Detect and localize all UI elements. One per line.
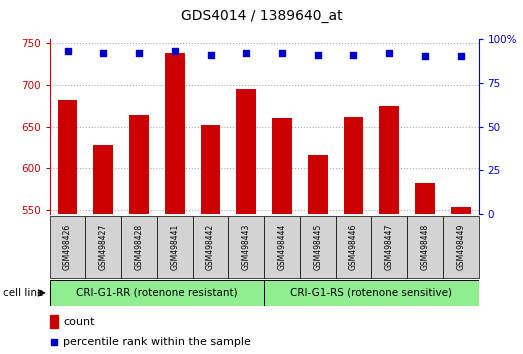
Text: GSM498446: GSM498446 — [349, 224, 358, 270]
Text: GSM498445: GSM498445 — [313, 224, 322, 270]
Bar — [236, 89, 256, 214]
Bar — [451, 207, 471, 214]
Text: count: count — [63, 318, 95, 327]
Bar — [300, 216, 336, 278]
Point — [50, 339, 58, 345]
Text: GSM498447: GSM498447 — [385, 224, 394, 270]
Point — [313, 52, 322, 58]
Bar — [308, 155, 327, 214]
Bar — [264, 216, 300, 278]
Text: cell line: cell line — [3, 288, 43, 298]
Bar — [192, 216, 229, 278]
Text: percentile rank within the sample: percentile rank within the sample — [63, 337, 251, 347]
Bar — [344, 118, 363, 214]
Text: GSM498442: GSM498442 — [206, 224, 215, 270]
Point — [457, 53, 465, 59]
Point — [206, 52, 214, 58]
Point — [278, 50, 286, 56]
Bar — [415, 183, 435, 214]
Bar — [201, 125, 220, 214]
Text: GSM498443: GSM498443 — [242, 224, 251, 270]
Bar — [443, 216, 479, 278]
Bar — [272, 118, 292, 214]
Point — [135, 50, 143, 56]
Point — [242, 50, 251, 56]
Text: GSM498444: GSM498444 — [278, 224, 287, 270]
Point — [349, 52, 358, 58]
Bar — [165, 53, 185, 214]
Bar — [50, 315, 58, 328]
Text: CRI-G1-RR (rotenone resistant): CRI-G1-RR (rotenone resistant) — [76, 288, 238, 298]
Text: GSM498428: GSM498428 — [134, 224, 143, 270]
Point — [99, 50, 108, 56]
Text: GSM498441: GSM498441 — [170, 224, 179, 270]
Text: GSM498448: GSM498448 — [420, 224, 429, 270]
Bar — [58, 100, 77, 214]
Bar — [129, 115, 149, 214]
Point — [420, 53, 429, 59]
Bar — [229, 216, 264, 278]
Bar — [371, 216, 407, 278]
Bar — [379, 106, 399, 214]
Point — [385, 50, 393, 56]
Bar — [407, 216, 443, 278]
Bar — [50, 216, 85, 278]
Bar — [94, 145, 113, 214]
Point — [63, 48, 72, 54]
Text: CRI-G1-RS (rotenone sensitive): CRI-G1-RS (rotenone sensitive) — [290, 288, 452, 298]
Bar — [85, 216, 121, 278]
Text: GDS4014 / 1389640_at: GDS4014 / 1389640_at — [180, 9, 343, 23]
Text: GSM498426: GSM498426 — [63, 224, 72, 270]
Bar — [121, 216, 157, 278]
Text: GSM498427: GSM498427 — [99, 224, 108, 270]
Bar — [264, 280, 479, 306]
Text: GSM498449: GSM498449 — [456, 224, 465, 270]
Bar — [157, 216, 192, 278]
Bar — [50, 280, 264, 306]
Point — [170, 48, 179, 54]
Bar — [336, 216, 371, 278]
